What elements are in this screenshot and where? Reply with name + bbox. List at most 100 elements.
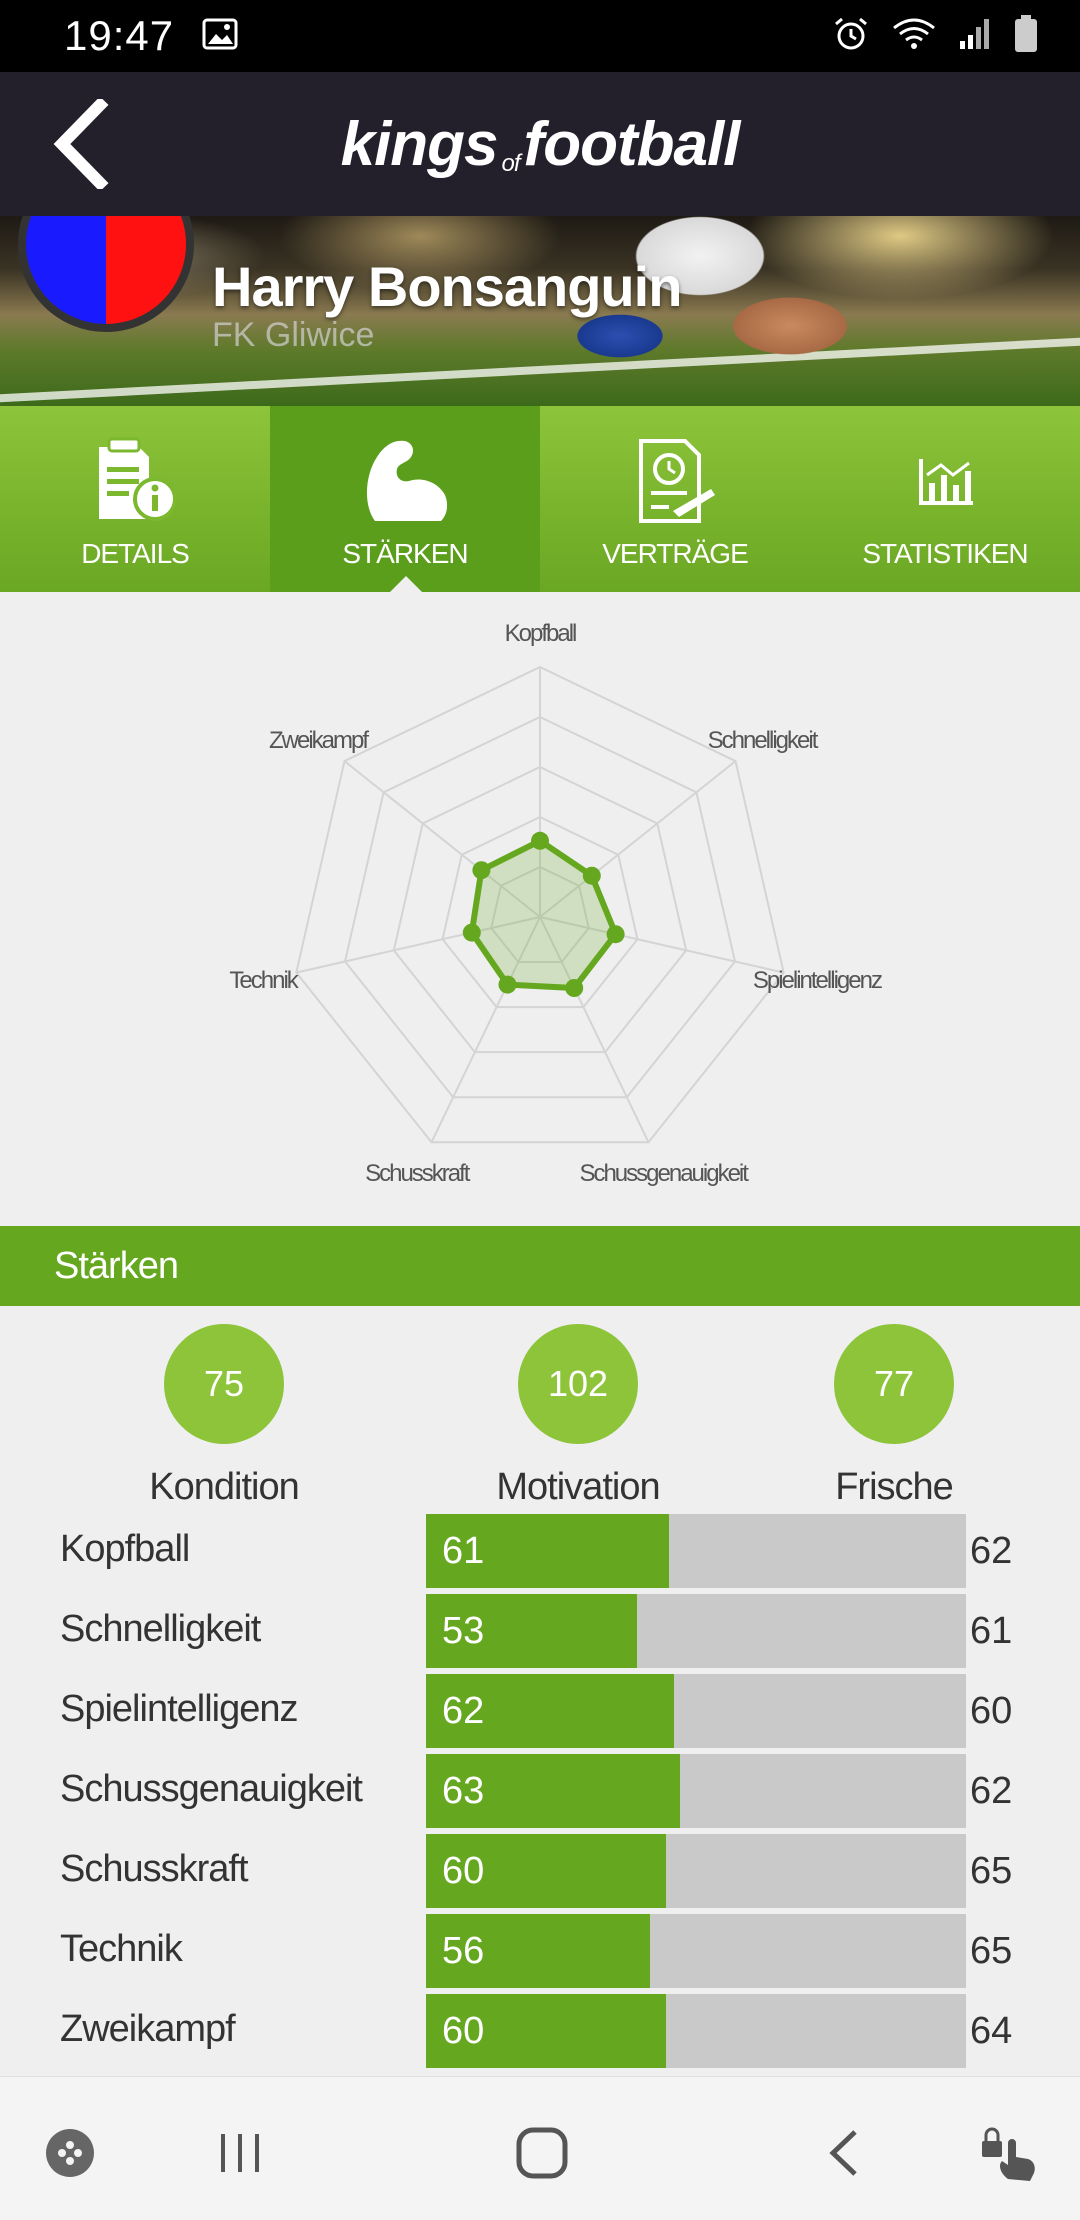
app-header: kings offootball (0, 72, 1080, 216)
section-title: Stärken (54, 1244, 179, 1287)
wifi-icon (892, 16, 936, 57)
skill-label: Spielintelligenz (60, 1688, 298, 1730)
tab-details[interactable]: DETAILS (0, 406, 270, 592)
skill-right-value: 61 (970, 1610, 1013, 1652)
tab-statistiken[interactable]: STATISTIKEN (810, 406, 1080, 592)
radar-points (462, 831, 625, 997)
contract-icon (627, 432, 723, 528)
signal-icon (958, 17, 992, 56)
metric-kondition: 75 Kondition (104, 1324, 344, 1509)
gamepad-icon (46, 2129, 94, 2177)
radar-svg: Kopfball Schnelligkeit Spielintelligenz Sch… (229, 620, 884, 1187)
player-club: FK Gliwice (212, 316, 375, 354)
radar-point-schusskraft (498, 975, 517, 994)
radar-area (468, 837, 620, 992)
muscle-icon (357, 432, 453, 528)
skill-right-value: 65 (970, 1930, 1013, 1972)
metric-label: Kondition (149, 1466, 299, 1508)
radar-spoke (539, 916, 650, 1143)
radar-ring (343, 715, 737, 1099)
chevron-left-icon (53, 99, 109, 189)
skill-label: Technik (60, 1928, 183, 1970)
radar-labels: Kopfball Schnelligkeit Spielintelligenz Sch… (229, 620, 884, 1187)
metric-circle: 102 (518, 1324, 638, 1444)
bar-chart-icon (897, 432, 993, 528)
radar-spoke (539, 916, 784, 974)
skill-track: 62 (426, 1674, 966, 1748)
status-time: 19:47 (64, 12, 175, 59)
touch-lock-icon (982, 2127, 1035, 2181)
skill-right-value: 62 (970, 1770, 1013, 1812)
metric-circle: 75 (164, 1324, 284, 1444)
skill-value: 62 (442, 1690, 485, 1732)
radar-point-schussgenauigkeit (565, 979, 584, 997)
tab-staerken[interactable]: STÄRKEN (270, 406, 540, 592)
skill-value: 63 (442, 1770, 485, 1812)
skill-value: 56 (442, 1930, 485, 1972)
brand-tail: football (523, 109, 741, 179)
home-button[interactable] (502, 2113, 582, 2193)
tab-bar: DETAILS STÄRKEN VERTRÄGE (0, 406, 1080, 592)
skill-track: 60 (426, 1994, 966, 2068)
radar-point-spielintelligenz (606, 925, 625, 944)
tab-details-label: DETAILS (81, 538, 190, 569)
back-button[interactable] (30, 94, 130, 194)
metrics-row: 75 Kondition 102 Motivation 77 Frische (0, 1306, 1080, 1509)
tab-staerken-label: STÄRKEN (342, 538, 468, 569)
brand-logo: kings offootball (341, 109, 741, 180)
skill-fill (426, 1754, 680, 1828)
radar-spoke (430, 916, 541, 1143)
touch-lock-button[interactable] (970, 2113, 1050, 2193)
brand-of: of (501, 149, 521, 177)
radar-label-technik: Technik (229, 967, 299, 994)
back-nav-button[interactable] (806, 2113, 886, 2193)
skill-row-schussgenauigkeit: Schussgenauigkeit 63 62 (0, 1754, 1080, 1830)
skill-fill (426, 1834, 667, 1908)
skill-value: 60 (442, 2010, 485, 2052)
tab-statistiken-label: STATISTIKEN (862, 538, 1028, 569)
radar-label-zweikampf: Zweikampf (269, 727, 369, 754)
skill-right-value: 64 (970, 2010, 1013, 2052)
radar-spoke (296, 916, 541, 974)
radar-point-schnelligkeit (582, 866, 601, 885)
radar-label-schnelligkeit: Schnelligkeit (708, 727, 819, 754)
skill-value: 60 (442, 1850, 485, 1892)
gallery-icon (202, 18, 238, 55)
recent-apps-button[interactable] (200, 2113, 280, 2193)
skill-fill (426, 1994, 667, 2068)
metric-frische: 77 Frische (774, 1324, 1014, 1509)
radar-chart: Kopfball Schnelligkeit Spielintelligenz Sch… (0, 592, 1080, 1226)
skill-track: 60 (426, 1834, 966, 1908)
radar-label-spielintelligenz: Spielintelligenz (753, 967, 882, 994)
skill-fill (426, 1914, 651, 1988)
status-bar: 19:47 (0, 0, 1080, 72)
player-banner: Harry Bonsanguin FK Gliwice (0, 216, 1080, 406)
home-icon (516, 2127, 568, 2179)
metric-circle: 77 (834, 1324, 954, 1444)
skill-row-technik: Technik 56 65 (0, 1914, 1080, 1990)
radar-grid (295, 665, 785, 1144)
radar-spoke (539, 760, 737, 918)
back-nav-icon (829, 2130, 857, 2176)
document-info-icon (87, 432, 183, 528)
skill-right-value: 60 (970, 1690, 1013, 1732)
skill-row-zweikampf: Zweikampf 60 64 (0, 1994, 1080, 2070)
skill-label: Kopfball (60, 1528, 190, 1570)
radar-ring (441, 815, 639, 1009)
alarm-icon (832, 15, 870, 58)
radar-ring (392, 765, 688, 1054)
skill-label: Zweikampf (60, 2008, 236, 2050)
skill-value: 53 (442, 1610, 485, 1652)
radar-label-kopfball: Kopfball (505, 620, 576, 647)
skill-fill (426, 1514, 669, 1588)
radar-point-kopfball (531, 831, 549, 850)
skill-fill (426, 1674, 675, 1748)
tab-vertraege[interactable]: VERTRÄGE (540, 406, 810, 592)
skill-row-schnelligkeit: Schnelligkeit 53 61 (0, 1594, 1080, 1670)
radar-label-schussgenauigkeit: Schussgenauigkeit (579, 1160, 749, 1187)
skill-track: 63 (426, 1754, 966, 1828)
game-launcher-button[interactable] (30, 2113, 110, 2193)
metric-motivation: 102 Motivation (458, 1324, 698, 1509)
radar-label-schusskraft: Schusskraft (365, 1160, 471, 1187)
